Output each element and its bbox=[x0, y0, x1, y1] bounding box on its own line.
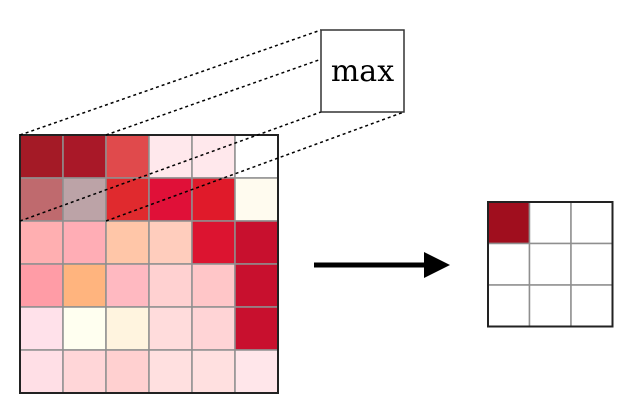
input-cell-r2-c0 bbox=[19, 220, 64, 265]
input-cell-r1-c2 bbox=[105, 177, 150, 222]
input-cell-r1-c4 bbox=[191, 177, 236, 222]
input-cell-r1-c5 bbox=[234, 177, 279, 222]
input-cell-r5-c4 bbox=[191, 349, 236, 394]
input-cell-r0-c0 bbox=[19, 134, 64, 179]
right-arrow-icon bbox=[314, 252, 450, 278]
input-cell-r2-c4 bbox=[191, 220, 236, 265]
output-cell-r2-c2 bbox=[570, 284, 614, 328]
input-feature-map bbox=[19, 134, 279, 394]
input-cell-r3-c3 bbox=[148, 263, 193, 308]
input-cell-r0-c2 bbox=[105, 134, 150, 179]
projection-line-1 bbox=[19, 29, 322, 136]
input-cell-r3-c2 bbox=[105, 263, 150, 308]
output-cell-r1-c0 bbox=[487, 242, 531, 286]
input-cell-r1-c3 bbox=[148, 177, 193, 222]
input-cell-r5-c5 bbox=[234, 349, 279, 394]
input-cell-r1-c1 bbox=[62, 177, 107, 222]
input-cell-r2-c5 bbox=[234, 220, 279, 265]
input-cell-r4-c2 bbox=[105, 306, 150, 351]
input-cell-r0-c3 bbox=[148, 134, 193, 179]
input-cell-r1-c0 bbox=[19, 177, 64, 222]
output-border bbox=[487, 201, 614, 328]
max-box-frame bbox=[320, 29, 405, 113]
input-cell-r5-c2 bbox=[105, 349, 150, 394]
projection-lines bbox=[19, 29, 405, 222]
input-cell-r2-c2 bbox=[105, 220, 150, 265]
input-cell-r4-c5 bbox=[234, 306, 279, 351]
input-cell-r4-c3 bbox=[148, 306, 193, 351]
output-cell-r1-c2 bbox=[570, 242, 614, 286]
projection-line-3 bbox=[19, 111, 322, 222]
output-cell-r1-c1 bbox=[528, 242, 572, 286]
input-cell-r5-c3 bbox=[148, 349, 193, 394]
input-cell-r2-c3 bbox=[148, 220, 193, 265]
input-cell-r2-c1 bbox=[62, 220, 107, 265]
input-cell-r4-c4 bbox=[191, 306, 236, 351]
input-cell-r0-c1 bbox=[62, 134, 107, 179]
input-cell-r3-c0 bbox=[19, 263, 64, 308]
output-cell-r2-c0 bbox=[487, 284, 531, 328]
input-cell-r3-c5 bbox=[234, 263, 279, 308]
max-label: max bbox=[331, 54, 394, 89]
input-cell-r3-c4 bbox=[191, 263, 236, 308]
output-cell-r0-c1 bbox=[528, 201, 572, 245]
projection-line-2 bbox=[105, 29, 405, 136]
input-border bbox=[19, 134, 279, 394]
input-cell-r5-c1 bbox=[62, 349, 107, 394]
projection-line-4 bbox=[105, 111, 405, 222]
output-cell-r2-c1 bbox=[528, 284, 572, 328]
input-cell-r4-c1 bbox=[62, 306, 107, 351]
input-cell-r0-c4 bbox=[191, 134, 236, 179]
max-operation-box: max bbox=[320, 29, 405, 113]
input-cell-r3-c1 bbox=[62, 263, 107, 308]
input-cell-r4-c0 bbox=[19, 306, 64, 351]
output-cell-r0-c2 bbox=[570, 201, 614, 245]
input-cell-r5-c0 bbox=[19, 349, 64, 394]
output-feature-map bbox=[487, 201, 614, 328]
output-cell-r0-c0 bbox=[487, 201, 531, 245]
